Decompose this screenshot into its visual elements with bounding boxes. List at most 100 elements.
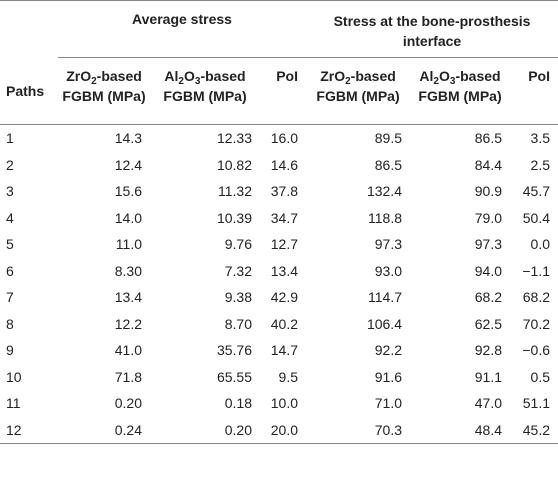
avg-al2o3-cell: 10.39 [216,209,252,226]
int-poi-cell: 2.5 [530,156,550,173]
column-header-int-poi: PoI [510,57,558,125]
int-poi-cell: 45.7 [522,183,550,200]
int-zro2-cell: 92.2 [374,342,402,359]
path-cell: 10 [6,368,22,385]
avg-zro2-cell: 12.2 [114,315,142,332]
avg-poi-cell: 20.0 [260,416,306,444]
avg-poi-cell: 10.0 [270,395,298,412]
group-header-average-stress: Average stress [58,0,306,58]
int-poi-cell: 0.0 [530,236,550,253]
path-cell: 2 [6,156,14,173]
int-poi-cell: 0.5 [530,368,550,385]
int-poi-cell: 3.5 [530,130,550,147]
int-zro2-cell: 91.6 [374,368,402,385]
int-poi-cell: 51.1 [522,395,550,412]
table-row: 2 12.4 10.82 14.6 86.5 84.4 2.5 [0,152,558,179]
avg-zro2-cell: 11.0 [115,236,142,253]
column-header-row: Paths ZrO2-based FGBM (MPa) Al2O3-based … [0,57,558,125]
int-poi-cell: 70.2 [522,315,550,332]
table-row: 3 15.6 11.32 37.8 132.4 90.9 45.7 [0,178,558,205]
avg-poi-cell: 14.7 [270,342,298,359]
int-zro2-cell: 93.0 [374,262,402,279]
table-row: 4 14.0 10.39 34.7 118.8 79.0 50.4 [0,205,558,232]
int-zro2-cell: 70.3 [306,416,410,444]
column-header-avg-poi: PoI [260,57,306,125]
column-header-paths: Paths [0,57,58,125]
table-row: 1 14.3 12.33 16.0 89.5 86.5 3.5 [0,125,558,152]
table-row: 9 41.0 35.76 14.7 92.2 92.8 −0.6 [0,337,558,364]
avg-poi-cell: 40.2 [270,315,298,332]
avg-zro2-cell: 0.20 [114,395,142,412]
table-body: 1 14.3 12.33 16.0 89.5 86.5 3.5 2 12.4 10.82 14.6 8… [0,125,558,444]
int-al2o3-cell: 97.3 [474,236,502,253]
int-zro2-cell: 89.5 [374,130,402,147]
path-cell: 12 [0,416,58,444]
int-al2o3-cell: 47.0 [474,395,502,412]
table-row: 7 13.4 9.38 42.9 114.7 68.2 68.2 [0,284,558,311]
column-header-avg-al2o3: Al2O3-based FGBM (MPa) [150,57,260,125]
table-row: 10 71.8 65.55 9.5 91.6 91.1 0.5 [0,364,558,391]
avg-zro2-cell: 41.0 [114,342,142,359]
column-header-int-zro2: ZrO2-based FGBM (MPa) [306,57,410,125]
group-header-interface-stress: Stress at the bone-prosthesis interface [306,0,558,58]
int-zro2-cell: 71.0 [374,395,402,412]
path-cell: 6 [6,262,14,279]
avg-al2o3-cell: 10.82 [216,156,252,173]
int-zro2-cell: 86.5 [374,156,402,173]
avg-al2o3-cell: 11.32 [218,183,252,200]
int-zro2-cell: 106.4 [366,315,402,332]
avg-al2o3-cell: 65.55 [216,368,252,385]
int-zro2-cell: 118.8 [368,209,402,226]
int-al2o3-cell: 91.1 [474,368,502,385]
column-header-avg-zro2: ZrO2-based FGBM (MPa) [58,57,150,125]
path-cell: 4 [6,209,14,226]
avg-poi-cell: 14.6 [270,156,298,173]
int-zro2-cell: 114.7 [368,289,402,306]
avg-zro2-cell: 14.0 [114,209,142,226]
path-cell: 1 [6,130,14,147]
path-cell: 7 [6,289,14,306]
int-al2o3-cell: 79.0 [474,209,502,226]
avg-zro2-cell: 14.3 [114,130,142,147]
avg-al2o3-cell: 12.33 [216,130,252,147]
path-cell: 8 [6,315,14,332]
table-row: 5 11.0 9.76 12.7 97.3 97.3 0.0 [0,231,558,258]
int-poi-cell: 68.2 [522,289,550,306]
table-row: 12 0.24 0.20 20.0 70.3 48.4 45.2 [0,416,558,444]
int-poi-cell: −0.6 [522,342,550,359]
avg-al2o3-cell: 35.76 [216,342,252,359]
column-header-int-al2o3: Al2O3-based FGBM (MPa) [410,57,510,125]
avg-poi-cell: 12.7 [270,236,298,253]
int-al2o3-cell: 48.4 [410,416,510,444]
path-cell: 9 [6,342,14,359]
avg-poi-cell: 9.5 [278,368,298,385]
avg-poi-cell: 37.8 [270,183,298,200]
avg-al2o3-cell: 0.20 [150,416,260,444]
path-cell: 11 [6,395,21,412]
path-cell: 3 [6,183,14,200]
group-header-row: Average stress Stress at the bone-prosth… [0,0,558,58]
table-row: 11 0.20 0.18 10.0 71.0 47.0 51.1 [0,390,558,417]
avg-zro2-cell: 8.30 [114,262,142,279]
int-al2o3-cell: 86.5 [474,130,502,147]
int-zro2-cell: 132.4 [366,183,402,200]
avg-poi-cell: 13.4 [270,262,298,279]
int-al2o3-cell: 92.8 [474,342,502,359]
int-al2o3-cell: 84.4 [474,156,502,173]
avg-zro2-cell: 12.4 [114,156,142,173]
table-row: 8 12.2 8.70 40.2 106.4 62.5 70.2 [0,311,558,338]
avg-zro2-cell: 71.8 [114,368,142,385]
avg-al2o3-cell: 7.32 [224,262,252,279]
avg-poi-cell: 42.9 [270,289,298,306]
int-zro2-cell: 97.3 [374,236,402,253]
int-al2o3-cell: 68.2 [474,289,502,306]
int-poi-cell: 50.4 [522,209,550,226]
avg-al2o3-cell: 8.70 [224,315,252,332]
avg-al2o3-cell: 0.18 [224,395,252,412]
avg-zro2-cell: 13.4 [114,289,142,306]
int-al2o3-cell: 62.5 [474,315,502,332]
table-row: 6 8.30 7.32 13.4 93.0 94.0 −1.1 [0,258,558,285]
path-cell: 5 [6,236,14,253]
int-poi-cell: −1.1 [522,262,550,279]
avg-zro2-cell: 15.6 [114,183,142,200]
